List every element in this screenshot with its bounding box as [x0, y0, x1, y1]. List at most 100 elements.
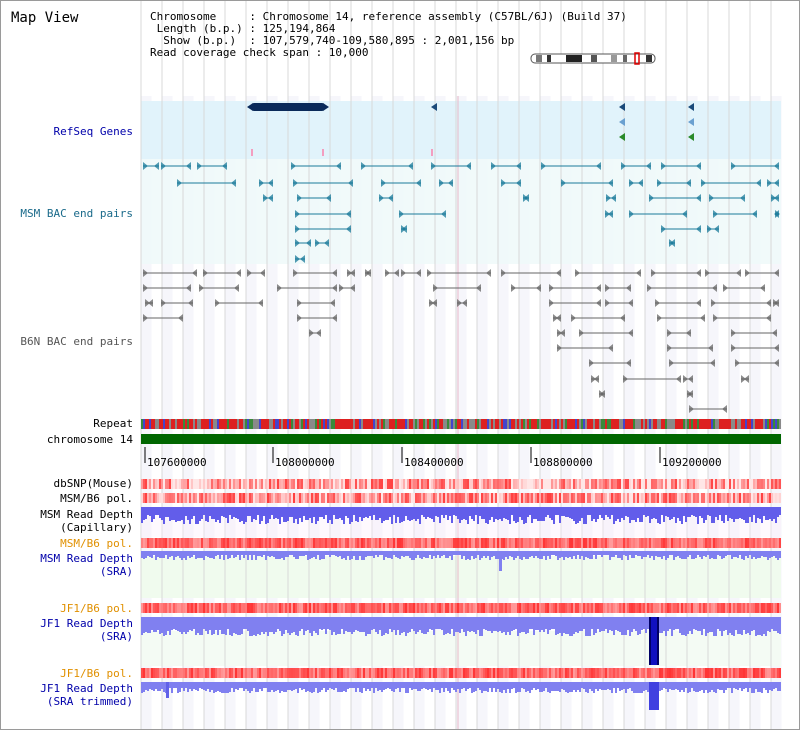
depth-bar — [281, 682, 283, 691]
heat-cell — [425, 493, 427, 503]
column-stripe — [645, 96, 656, 729]
depth-bar — [217, 682, 219, 691]
track-label-msm-bac[interactable]: MSM BAC end pairs — [20, 207, 133, 220]
track-label-msm-b6-pol-2[interactable]: MSM/B6 pol. — [60, 537, 133, 550]
heat-cell — [373, 668, 375, 678]
depth-bar — [305, 682, 307, 692]
heat-cell — [721, 493, 723, 503]
ideogram-band — [646, 55, 652, 62]
heat-cell — [769, 603, 771, 613]
depth-bar — [339, 682, 341, 692]
bac-end-marker — [774, 179, 779, 187]
depth-bar — [597, 682, 599, 691]
depth-bar — [331, 507, 333, 524]
heat-cell — [255, 538, 257, 548]
depth-bar — [287, 617, 289, 633]
track-label-repeat[interactable]: Repeat — [93, 417, 133, 430]
track-label-refseq[interactable]: RefSeq Genes — [53, 125, 133, 138]
depth-bar — [547, 682, 549, 692]
heat-cell — [677, 603, 679, 613]
depth-bar — [325, 507, 327, 515]
depth-bar — [641, 682, 643, 693]
bac-end-marker — [710, 359, 715, 367]
heat-cell — [473, 538, 475, 548]
column-stripe — [582, 96, 593, 729]
depth-bar — [519, 617, 521, 633]
track-label-jf1-depth-sra[interactable]: JF1 Read Depth — [40, 617, 133, 630]
heat-cell — [277, 668, 279, 678]
depth-bar — [621, 617, 623, 635]
heat-cell — [497, 479, 499, 489]
heat-cell — [521, 668, 523, 678]
heat-cell — [725, 479, 727, 489]
heat-cell — [365, 493, 367, 503]
heat-cell — [547, 479, 549, 489]
heat-cell — [301, 479, 303, 489]
depth-bar — [573, 682, 575, 690]
heat-cell — [731, 493, 733, 503]
depth-bar — [265, 507, 267, 524]
depth-bar — [331, 617, 333, 635]
depth-bar — [215, 617, 217, 630]
depth-bar — [165, 617, 167, 635]
depth-bar — [627, 617, 629, 630]
repeat-segment — [731, 419, 733, 429]
heat-cell — [567, 668, 569, 678]
bac-end-marker — [306, 239, 311, 247]
heat-cell — [353, 493, 355, 503]
depth-bar — [221, 617, 223, 634]
bac-end-marker — [516, 162, 521, 170]
repeat-segment — [327, 419, 329, 429]
depth-bar — [263, 617, 265, 634]
repeat-segment — [499, 419, 501, 429]
track-label-msm-depth-capillary[interactable]: MSM Read Depth — [40, 508, 133, 521]
depth-bar — [423, 617, 425, 634]
repeat-segment — [465, 419, 467, 429]
depth-bar — [665, 617, 667, 636]
heat-cell — [465, 538, 467, 548]
depth-bar — [303, 551, 305, 556]
depth-bar — [475, 617, 477, 634]
track-label-b6n-bac[interactable]: B6N BAC end pairs — [20, 335, 133, 348]
bac-end-marker — [236, 269, 241, 277]
bac-end-marker — [215, 299, 220, 307]
repeat-segment — [627, 419, 629, 429]
depth-bar — [191, 617, 193, 631]
heat-cell — [189, 603, 191, 613]
heat-cell — [215, 538, 217, 548]
depth-bar — [533, 617, 535, 635]
heat-cell — [509, 538, 511, 548]
depth-bar — [619, 617, 621, 632]
track-label-msm-b6-pol-1[interactable]: MSM/B6 pol. — [60, 492, 133, 505]
heat-cell — [725, 493, 727, 503]
heat-cell — [743, 603, 745, 613]
depth-bar — [749, 617, 751, 635]
track-label-jf1-depth-trimmed[interactable]: JF1 Read Depth — [40, 682, 133, 695]
depth-bar — [547, 507, 549, 515]
track-label-msm-depth-sra[interactable]: MSM Read Depth — [40, 552, 133, 565]
heat-cell — [513, 603, 515, 613]
track-label-jf1-b6-pol-1[interactable]: JF1/B6 pol. — [60, 602, 133, 615]
heat-cell — [179, 603, 181, 613]
depth-bar — [679, 682, 681, 692]
track-label-dbsnp[interactable]: dbSNP(Mouse) — [53, 477, 133, 490]
heat-cell — [699, 479, 701, 489]
heat-cell — [567, 603, 569, 613]
bac-end-marker — [608, 210, 613, 218]
track-label-jf1-b6-pol-2[interactable]: JF1/B6 pol. — [60, 667, 133, 680]
heat-cell — [601, 538, 603, 548]
depth-bar — [447, 682, 449, 691]
heat-cell — [289, 668, 291, 678]
depth-bar — [521, 551, 523, 560]
depth-bar — [229, 507, 231, 515]
heat-cell — [213, 493, 215, 503]
heat-cell — [343, 668, 345, 678]
column-stripe — [561, 96, 572, 729]
heat-cell — [671, 668, 673, 678]
depth-bar — [503, 617, 505, 632]
heat-cell — [349, 493, 351, 503]
heat-cell — [253, 538, 255, 548]
heat-cell — [401, 479, 403, 489]
repeat-segment — [633, 419, 635, 429]
